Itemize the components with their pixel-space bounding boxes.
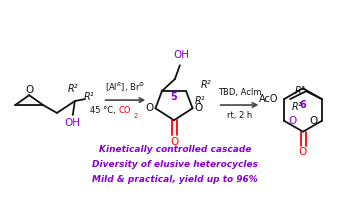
Text: O: O bbox=[170, 137, 178, 147]
Text: 6: 6 bbox=[300, 100, 306, 110]
Text: Kinetically controlled cascade: Kinetically controlled cascade bbox=[99, 145, 251, 154]
Text: O: O bbox=[145, 103, 154, 113]
Text: 2: 2 bbox=[133, 113, 138, 119]
Text: R¹: R¹ bbox=[292, 102, 302, 112]
Text: O: O bbox=[299, 147, 307, 157]
Text: Diversity of elusive heterocycles: Diversity of elusive heterocycles bbox=[92, 160, 258, 169]
Text: O: O bbox=[288, 116, 296, 126]
Text: OH: OH bbox=[174, 50, 190, 60]
Text: R¹: R¹ bbox=[83, 92, 94, 102]
Text: R²: R² bbox=[201, 80, 211, 90]
Text: R²: R² bbox=[68, 84, 78, 94]
Text: TBD, AcIm: TBD, AcIm bbox=[218, 88, 261, 97]
Text: O: O bbox=[25, 85, 33, 95]
Text: Mild & practical, yield up to 96%: Mild & practical, yield up to 96% bbox=[92, 175, 258, 184]
Text: OH: OH bbox=[65, 118, 81, 128]
Text: R¹: R¹ bbox=[195, 96, 205, 106]
Text: [Al$^{R}$], Br$^{\ominus}$: [Al$^{R}$], Br$^{\ominus}$ bbox=[105, 81, 145, 94]
Text: 45 °C,: 45 °C, bbox=[90, 106, 118, 115]
Text: R²: R² bbox=[295, 86, 305, 96]
Text: rt, 2 h: rt, 2 h bbox=[227, 111, 252, 120]
Text: AcO: AcO bbox=[259, 94, 278, 104]
Text: O: O bbox=[194, 103, 203, 113]
Text: CO: CO bbox=[118, 106, 131, 115]
Text: 5: 5 bbox=[171, 92, 177, 102]
Text: O: O bbox=[310, 116, 318, 126]
